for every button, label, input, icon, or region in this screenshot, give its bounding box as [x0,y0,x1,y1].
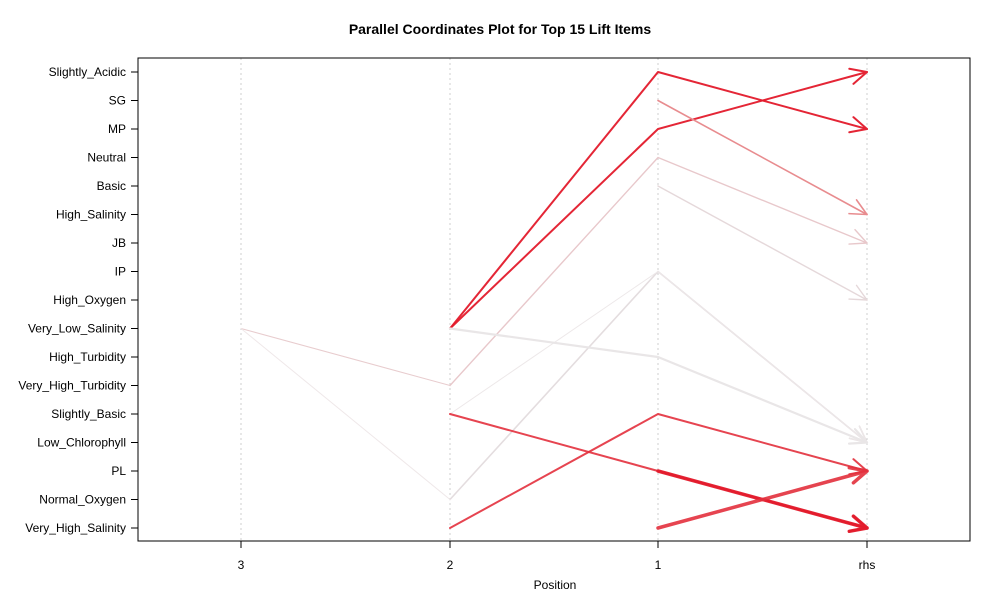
rule-line [657,185,868,301]
rule-path [657,185,868,301]
x-axis: 3 2 1 rhs [238,541,876,572]
y-tick-label: Very_Low_Salinity [28,322,126,336]
y-tick-label: Neutral [87,151,126,165]
rule-arrowhead [847,428,869,445]
x-tick-label: 2 [447,558,454,572]
rule-path [449,270,868,501]
rule-line [240,328,451,386]
rule-line [657,99,868,216]
rule-arrowhead [848,199,868,216]
chart-title: Parallel Coordinates Plot for Top 15 Lif… [349,21,652,37]
rule-path [449,71,868,330]
rule-path [240,328,451,500]
rule-path [449,271,868,443]
y-tick-label: Basic [97,179,126,193]
y-tick-label: SG [109,94,126,108]
grid-layer [240,58,868,541]
x-tick-label: 3 [238,558,245,572]
rule-line [240,328,451,500]
y-tick-label: High_Salinity [56,208,126,222]
rule-line [448,327,869,445]
rule-path [449,71,868,330]
rule-path [657,99,868,216]
rule-lines-layer [240,67,869,534]
y-tick-label: Very_High_Salinity [25,521,126,535]
rule-arrowhead [847,465,869,485]
y-tick-label: IP [115,265,126,279]
y-tick-label: Slightly_Basic [51,407,126,421]
rule-line [449,270,868,501]
rule-line [449,71,868,330]
rule-arrowhead [848,67,868,85]
rule-arrowhead [847,514,869,534]
y-tick-label: Slightly_Acidic [49,65,126,79]
rule-arrowhead [848,116,868,134]
rule-line [656,465,869,530]
rule-path [240,328,451,386]
plot-frame [137,57,971,542]
rule-line [449,156,868,387]
y-tick-label: High_Turbidity [49,350,126,364]
x-tick-label: rhs [859,558,876,572]
rule-path [449,156,868,387]
x-axis-title: Position [534,578,577,592]
rule-line [449,67,868,330]
rule-path [449,413,868,529]
y-tick-label: PL [111,464,126,478]
y-tick-label: High_Oxygen [53,293,126,307]
rule-arrowhead [848,228,868,245]
y-tick-label: Normal_Oxygen [39,493,126,507]
rule-arrowhead [848,284,868,301]
rule-path [448,327,869,444]
rule-path [656,469,869,530]
y-tick-label: Low_Chlorophyll [37,436,126,450]
y-tick-label: JB [112,236,126,250]
y-tick-label: MP [108,122,126,136]
y-axis: Slightly_Acidic SG MP Neutral Basic High_Sali… [18,65,138,535]
x-tick-label: 1 [655,558,662,572]
y-tick-label: Very_High_Turbidity [18,379,126,393]
